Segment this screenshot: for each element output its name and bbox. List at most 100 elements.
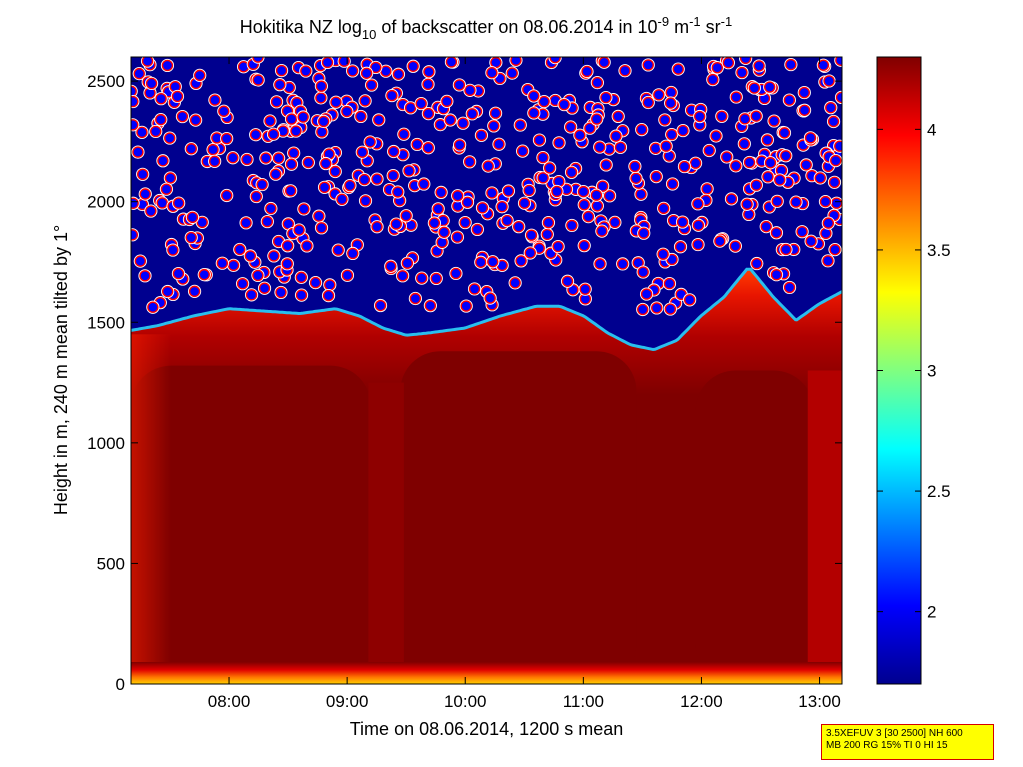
cloud-marker: [750, 256, 764, 271]
cloud-marker: [386, 168, 400, 183]
cloud-marker: [269, 167, 283, 181]
cloud-marker: [404, 101, 418, 115]
cloud-marker: [460, 195, 475, 209]
cloud-marker: [827, 175, 842, 189]
cloud-marker: [611, 109, 625, 124]
cloud-marker: [267, 249, 281, 263]
cloud-marker: [144, 204, 158, 218]
cloud-marker: [206, 143, 220, 157]
cloud-marker: [834, 57, 842, 67]
cloud-marker: [485, 66, 499, 80]
cloud-marker: [523, 246, 537, 260]
cloud-marker: [421, 107, 436, 121]
cloud-marker: [402, 164, 416, 178]
cloud-marker: [315, 125, 329, 139]
cloud-marker: [720, 150, 734, 164]
colorbar-tick-label: 2.5: [927, 482, 951, 501]
cloud-marker: [532, 241, 546, 255]
cloud-marker: [328, 164, 342, 179]
cloud-marker: [163, 171, 177, 185]
cloud-marker: [184, 142, 198, 156]
cloud-marker: [770, 194, 784, 208]
cloud-marker: [370, 172, 384, 186]
cloud-marker: [244, 288, 259, 302]
cloud-marker: [233, 242, 247, 257]
cloud-marker: [406, 59, 420, 73]
cloud-marker: [389, 217, 403, 231]
cloud-marker: [314, 79, 328, 93]
cloud-marker: [312, 209, 326, 223]
cloud-marker: [767, 114, 781, 128]
cloud-marker: [208, 154, 222, 168]
cloud-marker: [583, 121, 597, 135]
cloud-marker: [458, 215, 472, 230]
cloud-marker: [691, 197, 705, 211]
x-tick-label: 08:00: [208, 692, 251, 711]
cloud-marker: [824, 101, 838, 115]
cloud-marker: [749, 109, 763, 123]
cloud-marker: [613, 140, 628, 154]
cloud-marker: [163, 131, 177, 145]
cloud-marker: [634, 187, 648, 201]
cloud-marker: [828, 243, 842, 257]
info-box: 3.5XEFUV 3 [30 2500] NH 600 MB 200 RG 15…: [821, 724, 994, 760]
cloud-marker: [593, 140, 607, 154]
cloud-marker: [370, 220, 384, 234]
cloud-marker: [641, 58, 655, 72]
cloud-marker: [784, 57, 798, 72]
cloud-marker: [656, 247, 670, 261]
cloud-marker: [551, 239, 565, 254]
cloud-marker: [826, 114, 841, 129]
cloud-marker: [320, 57, 335, 70]
cloud-marker: [391, 185, 405, 199]
cloud-marker: [308, 276, 323, 290]
cloud-layer: [131, 57, 842, 317]
cloud-marker: [184, 230, 198, 245]
cloud-marker: [565, 218, 579, 233]
cloud-marker: [527, 89, 541, 103]
cloud-marker: [486, 255, 500, 269]
cloud-marker: [372, 113, 386, 127]
cloud-marker: [550, 184, 564, 199]
cloud-marker: [470, 222, 484, 237]
cloud-marker: [552, 136, 566, 150]
cloud-marker: [358, 194, 373, 208]
cloud-marker: [564, 165, 579, 179]
cloud-marker: [777, 126, 792, 140]
info-line-2: MB 200 RG 15% TI 0 HI 15: [826, 740, 948, 751]
cloud-marker: [373, 298, 388, 313]
cloud-marker: [671, 62, 685, 76]
cloud-marker: [769, 268, 784, 282]
cloud-marker: [599, 158, 613, 172]
cloud-marker: [500, 213, 514, 228]
cloud-marker: [474, 255, 488, 269]
cloud-marker: [710, 61, 724, 75]
cloud-marker: [387, 144, 401, 159]
cloud-marker: [760, 133, 774, 147]
cloud-marker: [742, 155, 757, 170]
cloud-marker: [749, 178, 763, 192]
cloud-marker: [517, 196, 532, 210]
cloud-marker: [363, 135, 377, 149]
cloud-marker: [675, 215, 690, 229]
cloud-marker: [779, 242, 793, 257]
cloud-marker: [599, 90, 613, 105]
cloud-marker: [779, 149, 793, 163]
cloud-marker: [463, 155, 477, 169]
cloud-marker: [284, 157, 299, 171]
cloud-marker: [255, 177, 269, 192]
cloud-marker: [543, 161, 557, 175]
cloud-marker: [573, 128, 587, 142]
cloud-marker: [423, 299, 437, 313]
cloud-marker: [197, 268, 211, 282]
cloud-marker: [822, 74, 836, 88]
cloud-marker: [273, 78, 287, 92]
chart-title: Hokitika NZ log10 of backscatter on 08.0…: [240, 14, 732, 42]
cloud-marker: [536, 150, 550, 165]
cloud-marker: [557, 97, 571, 112]
cloud-marker: [729, 90, 743, 104]
cloud-marker: [343, 178, 357, 193]
cloud-marker: [136, 167, 150, 181]
cloud-marker: [737, 137, 751, 151]
